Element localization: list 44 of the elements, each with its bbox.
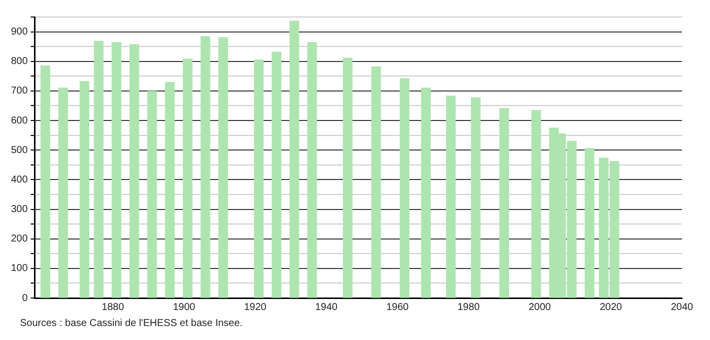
bar	[421, 88, 431, 298]
y-tick-label: 100	[10, 263, 28, 274]
x-tick-label: 2020	[600, 302, 622, 313]
bar	[371, 66, 381, 298]
bar	[200, 36, 210, 298]
y-tick-label: 500	[10, 144, 28, 156]
source-note: Sources : base Cassini de l'EHESS et base Insee.	[20, 318, 244, 329]
bar	[58, 88, 68, 298]
bar	[446, 96, 456, 298]
bar	[342, 58, 353, 298]
y-tick-label: 200	[10, 234, 28, 245]
bar	[272, 52, 282, 298]
bar	[400, 78, 410, 298]
y-tick-label: 900	[10, 26, 28, 38]
x-tick-label: 1880	[102, 302, 124, 313]
bar	[584, 148, 594, 298]
bar	[129, 44, 140, 298]
y-tick-label: 700	[10, 86, 28, 97]
y-tick-label: 0	[22, 292, 28, 304]
y-tick-label: 300	[10, 204, 28, 216]
bar	[94, 40, 104, 298]
bar	[531, 110, 542, 298]
x-tick-label: 1900	[172, 302, 196, 313]
x-tick-label: 2000	[528, 302, 552, 313]
bar	[307, 42, 317, 298]
x-tick-label: 2040	[670, 302, 694, 313]
bar	[289, 20, 300, 298]
bar	[40, 65, 50, 298]
x-tick-label: 1920	[244, 302, 267, 313]
y-tick-label: 600	[10, 115, 28, 126]
bar	[147, 90, 157, 298]
x-tick-label: 1960	[386, 302, 410, 313]
y-tick-label: 400	[10, 174, 28, 186]
bar	[165, 82, 175, 298]
bar	[470, 97, 481, 298]
bar	[80, 81, 90, 298]
bar	[182, 58, 192, 298]
y-tick-label: 800	[10, 56, 28, 68]
x-tick-label: 1940	[315, 302, 338, 313]
bar	[112, 42, 122, 298]
bar	[254, 60, 264, 298]
bar	[499, 108, 509, 298]
bar	[218, 37, 228, 298]
x-tick-label: 1980	[457, 302, 480, 313]
